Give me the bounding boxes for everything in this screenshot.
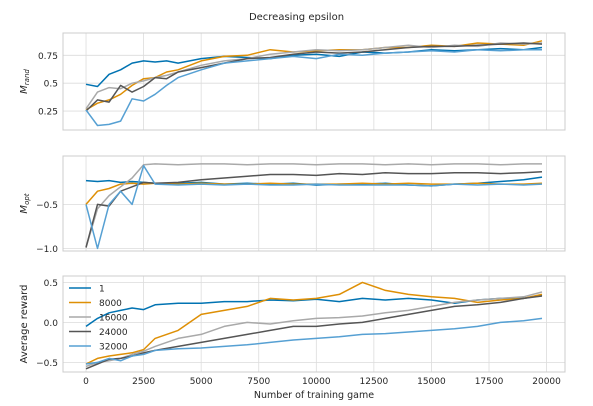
y-tick-label: 0.5 (44, 279, 58, 289)
y-axis-label: Average reward (19, 285, 30, 364)
legend: 1 8000 16000 24000 32000 (69, 285, 128, 353)
x-tick-label: 10000 (302, 377, 331, 387)
x-tick-label: 12500 (360, 377, 389, 387)
legend-label-32000: 32000 (99, 343, 128, 353)
series-line-32000 (85, 317, 543, 365)
series-line-24000 (85, 171, 543, 248)
y-tick-label: −0.5 (36, 201, 58, 211)
x-tick-label: 2500 (132, 377, 155, 387)
y-tick-label: −1.0 (36, 245, 58, 255)
series-line-8000 (85, 281, 543, 365)
x-tick-label: 15000 (417, 377, 446, 387)
plot-frame (62, 155, 566, 252)
subplot-panels: 0.25 0.5 0.75 Mrand −0.5 −1.0 Mopt 0.5 0.0 −0.5 Av… (19, 32, 566, 387)
series-line-16000 (85, 163, 542, 248)
y-tick-label: 0.5 (44, 80, 58, 90)
legend-label-8000: 8000 (99, 299, 122, 309)
y-axis-label: Mopt (19, 193, 31, 213)
series-line-16000 (85, 291, 543, 368)
panel-m-rand: 0.25 0.5 0.75 Mrand (19, 32, 566, 131)
series-line-32000 (85, 48, 542, 127)
plot-area (63, 276, 565, 372)
y-tick-label: 0.75 (38, 52, 58, 62)
series-line-16000 (85, 42, 543, 110)
panel-average-reward: 0.5 0.0 −0.5 Average reward 0 2500 5000 7500 100… (19, 275, 566, 387)
panel-m-opt: −0.5 −1.0 Mopt (19, 155, 566, 255)
y-tick-label: 0.25 (38, 108, 58, 118)
y-tick-label: 0.0 (44, 319, 59, 329)
x-tick-label: 7500 (247, 377, 270, 387)
plot-frame (62, 275, 566, 373)
legend-label-24000: 24000 (99, 328, 128, 338)
y-axis-label: Mrand (19, 69, 31, 94)
x-tick-label: 17500 (475, 377, 504, 387)
x-tick-label: 5000 (190, 377, 213, 387)
legend-label-1: 1 (99, 285, 105, 295)
x-axis-label: Number of training game (254, 390, 374, 401)
x-tick-label: 0 (83, 377, 89, 387)
legend-label-16000: 16000 (99, 314, 128, 324)
series-line-24000 (85, 42, 543, 112)
x-tick-label: 20000 (532, 377, 561, 387)
y-tick-label: −0.5 (36, 359, 58, 369)
plot-frame (62, 32, 566, 131)
figure-title: Decreasing epsilon (249, 12, 344, 23)
series-line-32000 (85, 164, 543, 250)
